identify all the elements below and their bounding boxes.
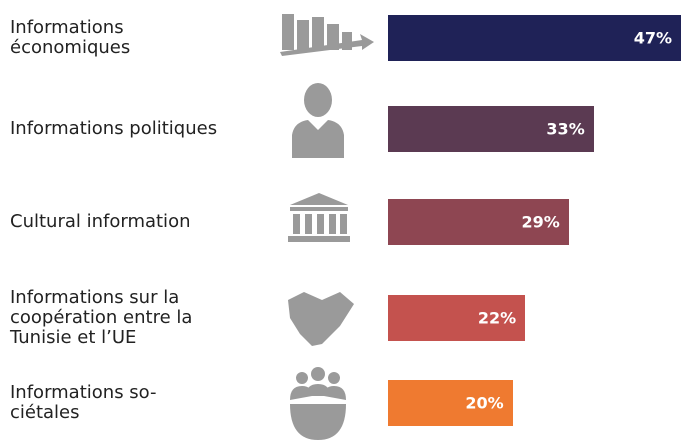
value-label: 47% [633, 28, 672, 48]
building-icon [288, 193, 350, 242]
globe-people-icon [290, 367, 346, 440]
bar: 47% [388, 15, 681, 61]
category-label: Informations économiques [10, 17, 131, 58]
bar: 29% [388, 199, 569, 245]
person-icon [292, 83, 344, 158]
value-label: 29% [521, 212, 560, 232]
value-label: 22% [477, 308, 517, 328]
category-label: Informations politiques [10, 118, 218, 139]
handshake-icon [288, 292, 354, 346]
bar: 20% [388, 380, 513, 426]
chart-icon [280, 14, 374, 56]
category-label: Informations sur la coopération entre la… [10, 287, 193, 348]
value-label: 33% [546, 119, 585, 139]
category-label: Cultural information [10, 211, 191, 232]
bar: 22% [388, 295, 526, 341]
category-label: Informations so- ciétales [10, 382, 157, 423]
value-label: 20% [465, 393, 504, 413]
bar: 33% [388, 106, 594, 152]
